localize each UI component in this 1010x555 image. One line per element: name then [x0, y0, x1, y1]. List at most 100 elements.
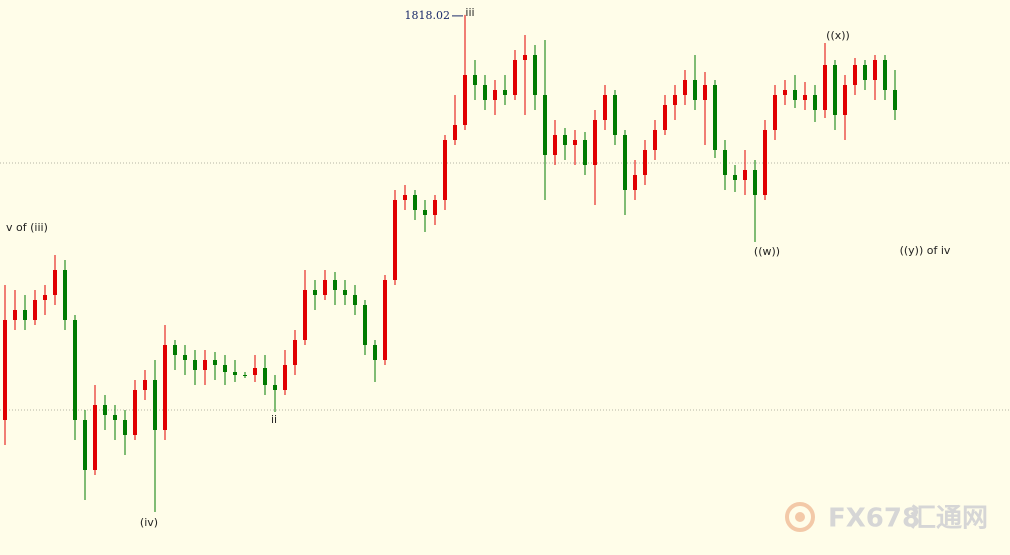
candle-body: [313, 290, 317, 295]
candle-body: [453, 125, 457, 140]
candle-body: [493, 90, 497, 100]
candle-body: [683, 80, 687, 95]
wave-label: ((x)): [826, 29, 850, 42]
candle-body: [293, 340, 297, 365]
candle-body: [143, 380, 147, 390]
candle-body: [623, 135, 627, 190]
candle-body: [813, 95, 817, 110]
candle-body: [63, 270, 67, 320]
candle-body: [533, 55, 537, 95]
candle-body: [553, 135, 557, 155]
candle-body: [503, 90, 507, 95]
candle-body: [13, 310, 17, 320]
candle-body: [93, 405, 97, 470]
candle-body: [363, 305, 367, 345]
candle-body: [223, 365, 227, 372]
candle-body: [153, 380, 157, 430]
candle-body: [473, 75, 477, 85]
candle-body: [833, 65, 837, 115]
candle-body: [823, 65, 827, 110]
candle-body: [673, 95, 677, 105]
candle-body: [443, 140, 447, 200]
candle-body: [243, 375, 247, 376]
wave-label: ((w)): [754, 245, 780, 258]
candle-body: [703, 85, 707, 100]
candle-body: [163, 345, 167, 430]
candle-body: [233, 372, 237, 375]
candle-body: [73, 320, 77, 420]
candle-body: [573, 140, 577, 145]
candle-body: [373, 345, 377, 360]
candle-body: [113, 415, 117, 420]
candle-body: [513, 60, 517, 95]
candle-body: [883, 60, 887, 90]
candle-body: [83, 420, 87, 470]
watermark-logo: [785, 502, 815, 532]
candle-body: [723, 150, 727, 175]
candle-body: [763, 130, 767, 195]
watermark-cn: 汇通网: [910, 504, 988, 534]
candle-body: [523, 55, 527, 60]
candle-body: [183, 355, 187, 360]
candle-body: [633, 175, 637, 190]
candle-body: [773, 95, 777, 130]
candle-body: [433, 200, 437, 215]
candle-body: [53, 270, 57, 295]
candle-body: [303, 290, 307, 340]
candle-body: [123, 420, 127, 435]
candle-body: [893, 90, 897, 110]
candle-body: [383, 280, 387, 360]
candle-body: [3, 320, 7, 420]
candle-body: [563, 135, 567, 145]
wave-label: v of (iii): [6, 221, 48, 234]
candle-body: [343, 290, 347, 295]
candle-body: [873, 60, 877, 80]
candle-body: [283, 365, 287, 390]
candle-body: [743, 170, 747, 180]
candle-body: [203, 360, 207, 370]
wave-label: ii: [271, 413, 277, 426]
candle-body: [593, 120, 597, 165]
candle-body: [253, 368, 257, 375]
candle-body: [133, 390, 137, 435]
peak-label: 1818.02: [405, 9, 451, 22]
candle-body: [853, 65, 857, 85]
candle-body: [33, 300, 37, 320]
candle-body: [733, 175, 737, 180]
candle-body: [863, 65, 867, 80]
candle-body: [393, 200, 397, 280]
wave-label: iii: [465, 6, 474, 19]
candle-body: [413, 195, 417, 210]
candle-body: [353, 295, 357, 305]
candle-body: [173, 345, 177, 355]
candle-body: [323, 280, 327, 295]
candle-body: [713, 85, 717, 150]
candle-body: [843, 85, 847, 115]
candle-body: [273, 385, 277, 390]
candle-body: [543, 95, 547, 155]
wave-label: (iv): [140, 516, 158, 529]
candle-body: [793, 90, 797, 100]
candle-body: [613, 95, 617, 135]
candle-body: [43, 295, 47, 300]
candle-body: [643, 150, 647, 175]
candle-body: [803, 95, 807, 100]
candle-body: [663, 105, 667, 130]
candle-body: [403, 195, 407, 200]
wave-label: ((y)) of iv: [900, 244, 951, 257]
candle-body: [103, 405, 107, 415]
candle-body: [423, 210, 427, 215]
candle-body: [193, 360, 197, 370]
candle-body: [783, 90, 787, 95]
candle-body: [483, 85, 487, 100]
candle-body: [583, 140, 587, 165]
candle-body: [653, 130, 657, 150]
candle-body: [263, 368, 267, 385]
candle-body: [333, 280, 337, 290]
candle-body: [23, 310, 27, 320]
candle-body: [693, 80, 697, 100]
candle-body: [463, 75, 467, 125]
candle-body: [213, 360, 217, 365]
watermark: FX678: [828, 504, 920, 534]
